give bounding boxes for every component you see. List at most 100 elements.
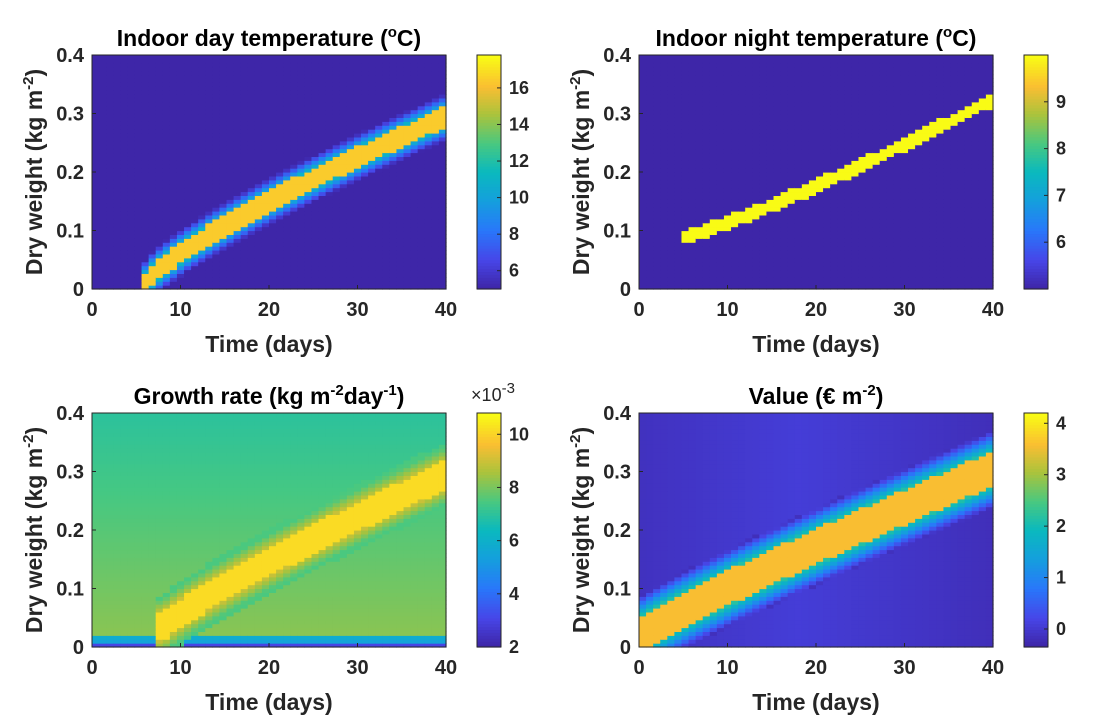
heatmap-cell <box>169 101 178 107</box>
heatmap-cell <box>851 187 860 193</box>
heatmap-cell <box>254 82 263 87</box>
heatmap-cell <box>226 164 235 169</box>
heatmap-cell <box>283 230 291 235</box>
heatmap-cell <box>830 175 838 181</box>
heatmap-cell <box>261 70 270 76</box>
heatmap-cell <box>261 183 270 189</box>
heatmap-cell <box>667 74 675 79</box>
heatmap-cell <box>417 140 426 146</box>
heatmap-cell <box>431 140 440 146</box>
heatmap-cell <box>99 242 107 247</box>
heatmap-cell <box>667 195 675 200</box>
heatmap-cell <box>290 97 298 103</box>
heatmap-cell <box>219 281 228 286</box>
heatmap-cell <box>261 152 270 157</box>
heatmap-cell <box>191 175 199 181</box>
heatmap-cell <box>438 156 447 161</box>
heatmap-cell <box>205 226 213 232</box>
heatmap-cell <box>646 109 654 115</box>
heatmap-cell <box>716 203 725 208</box>
heatmap-cell <box>276 94 284 99</box>
heatmap-cell <box>283 281 291 286</box>
heatmap-cell <box>653 269 661 274</box>
heatmap-cell <box>646 183 654 189</box>
heatmap-cell <box>823 86 831 91</box>
heatmap-cell <box>191 246 199 251</box>
heatmap-cell <box>417 133 426 138</box>
heatmap-cell <box>787 187 796 193</box>
heatmap-cell <box>431 218 440 224</box>
heatmap-cell <box>375 70 383 76</box>
heatmap-cell <box>276 160 284 165</box>
colorbar-segment <box>477 242 501 246</box>
heatmap-cell <box>417 62 426 68</box>
heatmap-cell <box>660 168 668 173</box>
heatmap-cell <box>787 74 796 79</box>
heatmap-cell <box>269 105 277 111</box>
heatmap-cell <box>353 207 362 212</box>
heatmap-cell <box>191 62 199 68</box>
heatmap-cell <box>723 273 732 278</box>
heatmap-cell <box>325 58 334 64</box>
heatmap-cell <box>417 97 426 103</box>
heatmap-cell <box>752 269 760 274</box>
heatmap-cell <box>155 86 164 91</box>
heatmap-cell <box>297 261 305 267</box>
heatmap-cell <box>780 62 789 68</box>
heatmap-cell <box>290 66 298 72</box>
colorbar-segment <box>477 221 501 226</box>
heatmap-cell <box>801 133 810 138</box>
heatmap-cell <box>219 78 228 83</box>
heatmap-cell <box>254 58 263 64</box>
heatmap-cell <box>120 55 128 60</box>
heatmap-cell <box>801 175 810 181</box>
heatmap-cell <box>723 226 732 232</box>
heatmap-cell <box>276 121 284 126</box>
heatmap-cell <box>794 62 803 68</box>
heatmap-cell <box>269 152 277 157</box>
heatmap-cell <box>667 273 675 278</box>
heatmap-cell <box>191 261 199 267</box>
heatmap-cell <box>304 136 313 142</box>
heatmap-cell <box>759 172 768 177</box>
heatmap-cell <box>276 66 284 72</box>
heatmap-cell <box>368 121 376 126</box>
heatmap-cell <box>681 55 690 60</box>
heatmap-cell <box>837 58 845 64</box>
heatmap-cell <box>431 179 440 185</box>
heatmap-cell <box>738 238 746 243</box>
heatmap-cell <box>134 273 143 278</box>
heatmap-cell <box>660 160 668 165</box>
heatmap-cell <box>716 90 725 95</box>
heatmap-cell <box>155 121 164 126</box>
heatmap-cell <box>808 66 817 72</box>
heatmap-cell <box>723 66 732 72</box>
heatmap-cell <box>106 55 114 60</box>
heatmap-cell <box>723 101 732 107</box>
heatmap-cell <box>716 265 725 271</box>
heatmap-cell <box>851 70 860 76</box>
heatmap-cell <box>276 191 284 196</box>
heatmap-cell <box>424 113 433 118</box>
colorbar-tick-label: 14 <box>509 114 529 134</box>
heatmap-cell <box>120 285 128 290</box>
heatmap-cell <box>191 144 199 150</box>
heatmap-cell <box>127 152 136 157</box>
heatmap-cell <box>674 78 683 83</box>
heatmap-cell <box>325 273 334 278</box>
heatmap-cell <box>375 101 383 107</box>
heatmap-cell <box>773 82 782 87</box>
heatmap-cell <box>417 261 426 267</box>
heatmap-cell <box>837 148 845 154</box>
heatmap-cell <box>417 207 426 212</box>
heatmap-cell <box>801 168 810 173</box>
heatmap-cell <box>141 121 150 126</box>
heatmap-cell <box>646 195 654 200</box>
heatmap-cell <box>823 183 831 189</box>
heatmap-cell <box>353 160 362 165</box>
heatmap-cell <box>646 117 654 122</box>
heatmap-cell <box>339 238 348 243</box>
heatmap-cell <box>148 273 157 278</box>
heatmap-cell <box>858 253 867 259</box>
colorbar-segment <box>477 84 501 88</box>
